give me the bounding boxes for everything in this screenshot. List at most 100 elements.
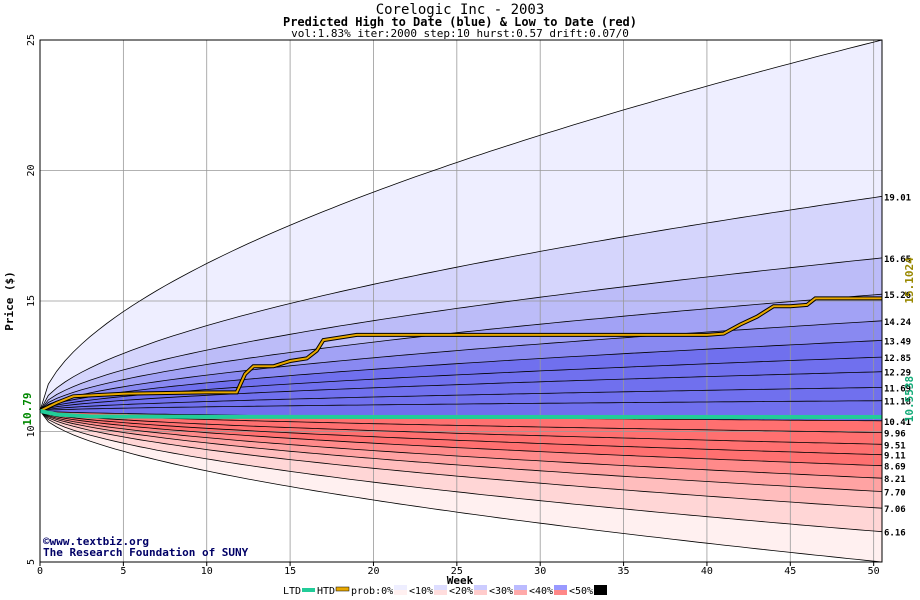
y-tick-label: 15	[26, 295, 37, 307]
upper-band	[40, 320, 882, 411]
start-price-label: 10.79	[21, 392, 34, 425]
quantile-end-label: 8.69	[884, 463, 906, 473]
upper-band	[40, 371, 882, 411]
chart-title: Corelogic Inc - 2003	[375, 2, 545, 18]
probability-bands	[40, 40, 882, 562]
x-tick-label: 15	[284, 566, 296, 577]
quantile-end-label: 8.21	[884, 475, 906, 485]
quantile-line	[39, 410, 883, 492]
quantile-end-label: 9.51	[884, 441, 906, 451]
quantile-end-label: 6.16	[884, 529, 906, 539]
x-tick-label: 40	[701, 566, 713, 577]
ltd-final-label: 10.5538	[903, 376, 916, 422]
legend-swatch-blue	[514, 585, 527, 590]
legend-item-label: LTD	[283, 586, 301, 597]
ltd-line	[39, 408, 882, 419]
chart-subtitle: Predicted High to Date (blue) & Low to D…	[282, 15, 637, 29]
legend-swatch-htd	[335, 586, 350, 592]
htd-line	[39, 297, 882, 412]
quantile-line	[39, 410, 883, 456]
legend-swatch-blue	[394, 585, 407, 590]
legend-swatch-red	[594, 590, 607, 595]
quantile-end-label: 10.41	[884, 418, 911, 428]
legend-item-label: prob:0%	[351, 586, 393, 597]
lower-band	[40, 410, 882, 445]
x-tick-label: 20	[367, 566, 379, 577]
quantile-line	[39, 410, 883, 563]
upper-band	[40, 387, 882, 411]
x-axis-label: Week	[447, 574, 474, 587]
legend-swatch-blue	[594, 585, 607, 590]
quantile-line	[39, 320, 883, 412]
quantile-end-label: 15.26	[884, 291, 911, 301]
legend-item-label: <50%	[569, 586, 593, 597]
quantile-end-label: 13.49	[884, 337, 911, 347]
x-tick-label: 50	[868, 566, 880, 577]
quantile-line	[39, 410, 883, 509]
quantile-end-label: 9.96	[884, 430, 906, 440]
quantile-line	[39, 39, 883, 412]
quantile-line	[39, 340, 883, 412]
quantile-end-label: 11.69	[884, 384, 911, 394]
quantile-end-label: 12.85	[884, 354, 911, 364]
quantile-line	[39, 400, 883, 412]
upper-band	[40, 196, 882, 411]
legend-swatch-red	[434, 590, 447, 595]
quantile-line	[39, 195, 883, 412]
y-axis-label: Price ($)	[3, 271, 16, 331]
quantile-end-label: 12.29	[884, 369, 911, 379]
lower-band	[40, 410, 882, 466]
x-tick-label: 45	[784, 566, 796, 577]
upper-band	[40, 40, 882, 411]
legend: LTD HTD prob:0% <10% <20% <30% <40% <50%	[283, 585, 607, 597]
x-tick-label: 25	[451, 566, 463, 577]
upper-band	[40, 294, 882, 411]
legend-item-label: <30%	[489, 586, 513, 597]
x-tick-label: 10	[201, 566, 213, 577]
legend-item-label: <20%	[449, 586, 473, 597]
simulation-params: vol:1.83% iter:2000 step:10 hurst:0.57 d…	[291, 27, 629, 40]
quantile-line	[39, 410, 883, 445]
legend-item-label: <10%	[409, 586, 433, 597]
htd-final-label: 15.1024	[903, 257, 916, 304]
lower-band	[40, 410, 882, 509]
legend-item-label: <40%	[529, 586, 553, 597]
y-tick-label: 10	[26, 425, 37, 437]
quantile-end-label: 16.65	[884, 255, 911, 265]
quantile-line	[39, 257, 883, 412]
y-tick-label: 5	[26, 559, 37, 565]
x-tick-label: 35	[618, 566, 630, 577]
upper-band	[40, 357, 882, 411]
quantile-line	[39, 410, 883, 533]
upper-band	[40, 257, 882, 411]
quantile-lines	[39, 39, 883, 563]
lower-band	[40, 410, 882, 562]
lower-band	[40, 410, 882, 455]
y-tick-label: 20	[26, 164, 37, 176]
plot-frame	[39, 39, 883, 563]
legend-item-label: HTD	[317, 586, 335, 597]
quantile-end-label: 7.70	[884, 489, 906, 499]
quantile-end-label: 19.01	[884, 193, 911, 203]
lower-band	[40, 410, 882, 492]
legend-swatch-blue	[434, 585, 447, 590]
x-tick-label: 30	[534, 566, 546, 577]
quantile-line	[39, 293, 883, 412]
series-lines	[39, 296, 882, 419]
legend-swatch-blue	[474, 585, 487, 590]
quantile-line	[39, 387, 883, 412]
quantile-end-label: 7.06	[884, 505, 906, 515]
legend-swatch-red	[514, 590, 527, 595]
quantile-end-label: 14.24	[884, 318, 912, 328]
y-tick-label: 25	[26, 34, 37, 46]
legend-swatch-red	[554, 590, 567, 595]
legend-swatch-red	[474, 590, 487, 595]
quantile-line	[39, 410, 883, 467]
legend-swatch-blue	[554, 585, 567, 590]
quantile-line	[39, 410, 883, 479]
lower-band	[40, 410, 882, 479]
legend-swatch-ltd	[302, 588, 315, 592]
quantile-end-label: 9.11	[884, 452, 906, 462]
